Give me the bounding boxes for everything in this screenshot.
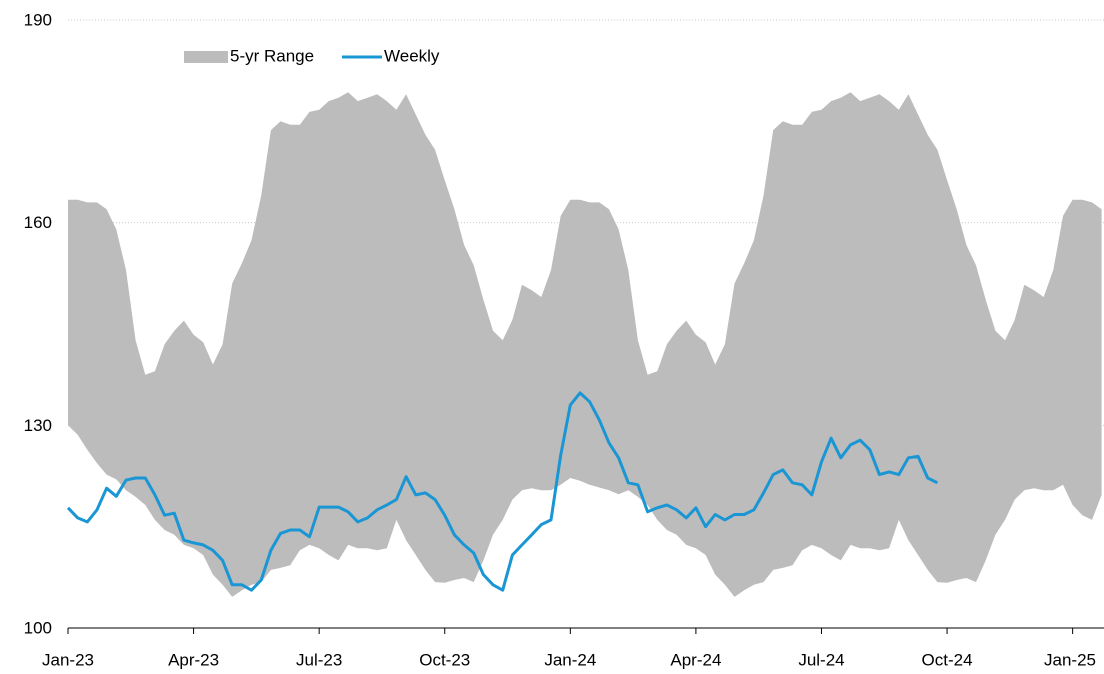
- y-tick-label: 130: [24, 416, 52, 435]
- weekly-line: [66, 391, 939, 592]
- y-tick-label: 100: [24, 618, 52, 637]
- x-tick-label: Apr-23: [168, 650, 219, 669]
- x-tick-label: Oct-23: [419, 650, 470, 669]
- legend-label: 5-yr Range: [230, 46, 314, 65]
- legend-swatch: [184, 51, 228, 63]
- y-tick-label: 160: [24, 213, 52, 232]
- legend-label: Weekly: [384, 46, 440, 65]
- x-tick-label: Jan-24: [544, 650, 596, 669]
- x-tick-label: Oct-24: [922, 650, 973, 669]
- x-tick-label: Jul-23: [296, 650, 342, 669]
- x-tick-label: Jan-23: [42, 650, 94, 669]
- x-tick-label: Jul-24: [798, 650, 844, 669]
- x-tick-label: Apr-24: [670, 650, 721, 669]
- y-tick-label: 190: [24, 10, 52, 29]
- x-tick-label: Jan-25: [1044, 650, 1096, 669]
- range-band: [68, 92, 1102, 597]
